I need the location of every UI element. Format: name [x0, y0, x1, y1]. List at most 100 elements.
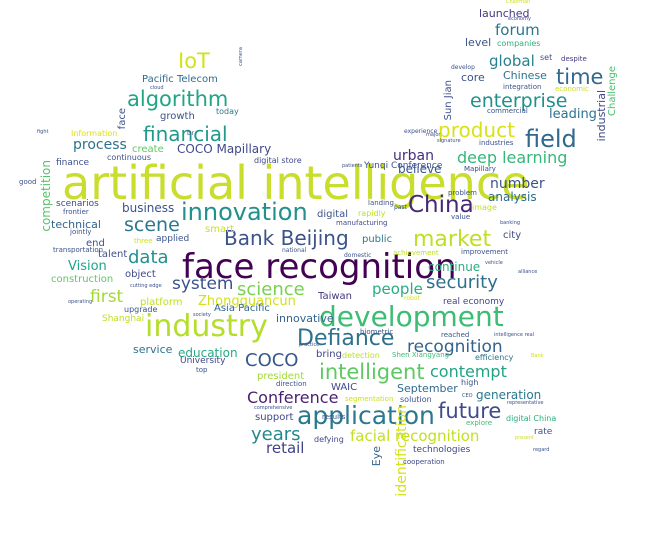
word-vision: Vision — [68, 259, 107, 274]
word-economy: economy — [508, 16, 531, 22]
word-dr: Dr — [187, 130, 195, 137]
word-conference: Conference — [247, 388, 339, 407]
word-product: product — [438, 118, 515, 142]
word-continuous: continuous — [107, 153, 151, 162]
word-zhongguancun: Zhongguancun — [198, 294, 296, 309]
word-finance: finance — [56, 158, 90, 168]
word-chairman: Chairman — [506, 0, 531, 5]
word-first: first — [90, 287, 124, 307]
word-economic: economic — [555, 85, 589, 93]
word-comprehensive: comprehensive — [254, 405, 293, 411]
word-fight: fight — [37, 129, 49, 135]
word-practice: practice — [299, 342, 320, 348]
word-society: society — [193, 312, 211, 318]
word-vehicle: vehicle — [485, 260, 503, 266]
word-reached: reached — [441, 331, 470, 339]
word-digital-china: digital China — [506, 414, 557, 423]
word-smart: smart — [205, 224, 235, 235]
word-financial: financial — [143, 122, 228, 146]
word-landing: landing — [368, 199, 394, 207]
word-defying: defying — [314, 435, 344, 444]
word-urban: urban — [393, 148, 434, 164]
word-face: face — [117, 108, 128, 130]
word-solution: solution — [400, 395, 432, 404]
word-continue: continue — [428, 260, 481, 274]
word-experience: experience — [404, 128, 438, 135]
word-algorithm: algorithm — [127, 87, 229, 111]
word-results: results — [322, 413, 346, 421]
word-years: years — [251, 424, 301, 445]
word-commercial: commercial — [487, 107, 528, 115]
word-robot: robot — [404, 295, 420, 302]
word-sun-jian: Sun Jian — [443, 80, 454, 121]
word-improvement: improvement — [461, 248, 508, 256]
word-applied: applied — [156, 234, 190, 244]
word-level: level — [465, 36, 492, 49]
word-education: education — [178, 346, 238, 360]
word-enterprise: enterprise — [470, 90, 568, 112]
word-industries: industries — [479, 139, 514, 147]
word-contempt: contempt — [430, 362, 507, 381]
word-real-economy: real economy — [443, 297, 505, 307]
word-global: global — [489, 52, 535, 70]
word-biometric: biometric — [360, 328, 394, 336]
word-business: business — [122, 201, 175, 215]
word-believe: believe — [398, 162, 442, 176]
word-bank: Bank — [531, 353, 544, 359]
word-coco-mapillary: COCO Mapillary — [177, 142, 272, 156]
word-china: China — [408, 192, 474, 218]
word-top: top — [196, 366, 208, 374]
word-artificial-intelligence: artificial intelligence — [62, 156, 530, 210]
word-innovative: innovative — [276, 312, 334, 325]
word-efficiency: efficiency — [475, 353, 514, 362]
word-operating: operating — [68, 299, 93, 305]
word-representative: representative — [507, 400, 544, 406]
word-cloud: cloud — [150, 85, 164, 91]
word-achievement: achievement — [393, 249, 439, 257]
word-bring: bring — [316, 349, 342, 360]
word-set: set — [540, 53, 553, 62]
word-innovation: innovation — [181, 198, 308, 226]
word-data: data — [128, 247, 169, 268]
word-end: end — [86, 238, 105, 249]
word-september: September — [397, 382, 458, 395]
word-platform: platform — [140, 297, 183, 308]
word-pacific-telecom: Pacific Telecom — [142, 74, 218, 85]
word-public: public — [362, 234, 393, 245]
word-intelligent: intelligent — [319, 360, 425, 384]
word-domestic: domestic — [344, 252, 372, 259]
word-shen-xiangyang: Shen Xiangyang — [392, 351, 450, 359]
word-explore: explore — [466, 419, 493, 427]
word-president: president — [257, 371, 305, 382]
word-mapillary: Mapillary — [464, 165, 496, 173]
word-number: number — [490, 176, 545, 192]
word-signature: signature — [437, 138, 461, 144]
word-process: process — [73, 137, 127, 153]
word-identification: identification — [394, 405, 410, 497]
word-develop: develop — [451, 64, 475, 71]
word-ceo: CEO — [462, 393, 473, 399]
word-market: market — [413, 227, 492, 252]
word-companies: companies — [497, 39, 541, 48]
word-core: core — [461, 71, 485, 84]
word-information: Information — [71, 129, 118, 138]
word-patients: patients — [342, 163, 363, 169]
word-cooperation: cooperation — [403, 458, 445, 466]
word-iot: IoT — [178, 49, 210, 73]
word-university: University — [180, 356, 226, 366]
word-deep-learning: deep learning — [457, 148, 568, 167]
word-today: today — [216, 107, 239, 116]
word-field: field — [525, 125, 577, 153]
word-rapidly: rapidly — [358, 209, 386, 218]
word-launched: launched — [479, 7, 530, 20]
word-major: major — [426, 132, 441, 138]
word-future: future — [438, 399, 502, 423]
word-recognition: recognition — [407, 337, 503, 357]
word-construction: construction — [51, 274, 114, 285]
word-regard: regard — [533, 447, 550, 453]
word-national: national — [282, 247, 307, 254]
word-banking: banking — [500, 220, 521, 226]
word-past: past — [394, 204, 407, 211]
word-rate: rate — [534, 427, 553, 437]
word-cutting-edge: cutting edge — [130, 283, 162, 289]
